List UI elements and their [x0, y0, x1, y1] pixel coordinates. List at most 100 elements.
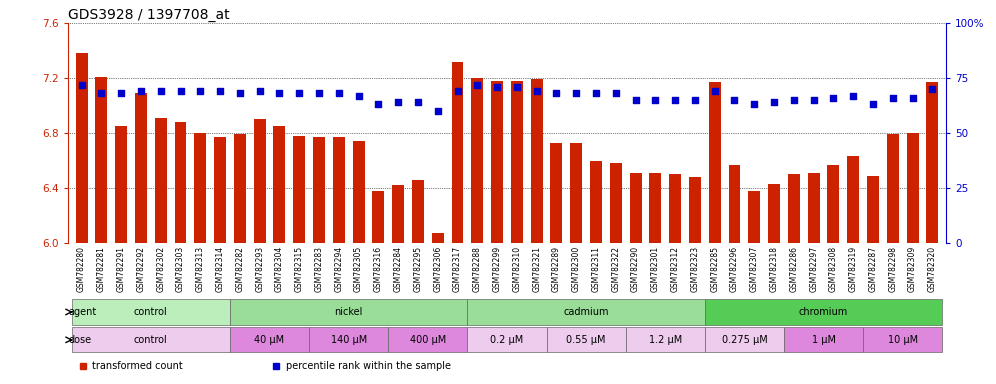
Text: 0.55 μM: 0.55 μM [567, 335, 606, 345]
Text: 1.2 μM: 1.2 μM [648, 335, 682, 345]
Bar [906, 133, 918, 243]
Text: GSM782314: GSM782314 [215, 246, 224, 292]
Bar [886, 134, 898, 243]
Bar [309, 327, 388, 353]
Point [351, 93, 367, 99]
Bar [274, 126, 286, 243]
Bar [76, 53, 88, 243]
Point [291, 90, 307, 96]
Text: agent: agent [69, 307, 97, 317]
Bar [784, 327, 864, 353]
Text: GSM782302: GSM782302 [156, 246, 165, 292]
Bar [451, 61, 463, 243]
Point [846, 93, 862, 99]
Point [410, 99, 426, 105]
Text: 1 μM: 1 μM [812, 335, 836, 345]
Point [272, 90, 288, 96]
Text: GSM782318: GSM782318 [770, 246, 779, 292]
Bar [174, 122, 186, 243]
Bar [864, 327, 942, 353]
Text: 0.275 μM: 0.275 μM [721, 335, 767, 345]
Text: GSM782307: GSM782307 [750, 246, 759, 292]
Point [114, 90, 129, 96]
Bar [194, 133, 206, 243]
Text: GSM782312: GSM782312 [670, 246, 679, 292]
Bar [868, 175, 878, 243]
Point [667, 97, 683, 103]
Bar [649, 173, 661, 243]
Bar [313, 137, 325, 243]
Bar [748, 191, 760, 243]
Point [884, 95, 900, 101]
Bar [467, 327, 547, 353]
Text: GSM782286: GSM782286 [790, 246, 799, 292]
Text: GSM782313: GSM782313 [196, 246, 205, 292]
Bar [388, 327, 467, 353]
Bar [590, 161, 602, 243]
Text: GSM782300: GSM782300 [572, 246, 581, 292]
Point [687, 97, 703, 103]
Bar [768, 184, 780, 243]
Bar [353, 141, 365, 243]
Text: GSM782287: GSM782287 [869, 246, 877, 292]
Bar [72, 327, 230, 353]
Bar [511, 81, 523, 243]
Text: GSM782294: GSM782294 [335, 246, 344, 292]
Point [726, 97, 742, 103]
Point [232, 90, 248, 96]
Point [449, 88, 465, 94]
Point [608, 90, 623, 96]
Text: GSM782301: GSM782301 [650, 246, 660, 292]
Point [212, 88, 228, 94]
Text: GSM782321: GSM782321 [532, 246, 541, 292]
Point [904, 95, 920, 101]
Bar [709, 82, 721, 243]
Point [371, 101, 386, 108]
Text: chromium: chromium [799, 307, 849, 317]
Text: GSM782297: GSM782297 [809, 246, 818, 292]
Point [94, 90, 110, 96]
Bar [705, 300, 942, 324]
Text: GSM782290: GSM782290 [631, 246, 640, 292]
Text: GSM782306: GSM782306 [433, 246, 442, 292]
Text: GSM782309: GSM782309 [908, 246, 917, 292]
Text: GSM782315: GSM782315 [295, 246, 304, 292]
Text: GSM782311: GSM782311 [592, 246, 601, 292]
Bar [96, 77, 108, 243]
Bar [848, 156, 860, 243]
Text: GSM782281: GSM782281 [97, 246, 106, 292]
Bar [293, 136, 305, 243]
Bar [571, 143, 582, 243]
Point [311, 90, 327, 96]
Bar [135, 93, 146, 243]
Text: GSM782280: GSM782280 [77, 246, 86, 292]
Point [172, 88, 188, 94]
Point [469, 81, 485, 88]
Text: transformed count: transformed count [93, 361, 183, 371]
Text: cadmium: cadmium [564, 307, 609, 317]
Bar [234, 134, 246, 243]
Bar [392, 185, 404, 243]
Point [429, 108, 445, 114]
Bar [230, 327, 309, 353]
Point [509, 84, 525, 90]
Bar [471, 78, 483, 243]
Point [746, 101, 762, 108]
Text: 40 μM: 40 μM [254, 335, 285, 345]
Point [74, 81, 90, 88]
Text: 140 μM: 140 μM [331, 335, 367, 345]
Text: GSM782282: GSM782282 [235, 246, 244, 292]
Point [549, 90, 565, 96]
Text: 10 μM: 10 μM [887, 335, 917, 345]
Bar [531, 79, 543, 243]
Text: control: control [133, 307, 167, 317]
Text: GSM782310: GSM782310 [512, 246, 521, 292]
Text: GSM782295: GSM782295 [413, 246, 422, 292]
Bar [926, 82, 938, 243]
Text: GSM782285: GSM782285 [710, 246, 719, 292]
Text: GSM782293: GSM782293 [255, 246, 264, 292]
Bar [728, 165, 740, 243]
Bar [547, 327, 625, 353]
Text: GSM782308: GSM782308 [829, 246, 838, 292]
Point [588, 90, 604, 96]
